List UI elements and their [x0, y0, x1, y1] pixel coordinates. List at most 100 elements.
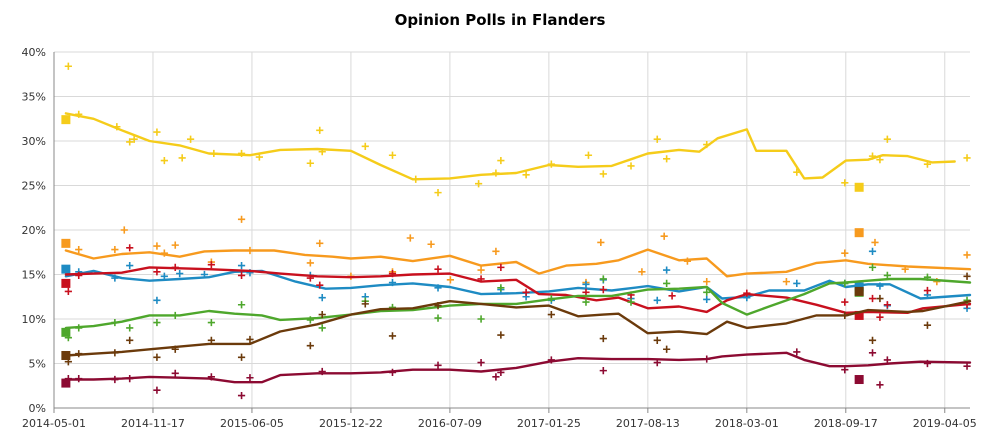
- poll-point-4: [868, 263, 877, 271]
- poll-point-1: [597, 238, 605, 247]
- poll-point-1: [638, 268, 646, 276]
- poll-point-6: [171, 369, 179, 377]
- poll-point-0: [584, 151, 593, 159]
- poll-point-1: [492, 247, 500, 255]
- poll-point-2: [237, 262, 246, 270]
- election-result-6: [61, 378, 71, 388]
- poll-point-0: [492, 169, 500, 177]
- poll-point-0: [237, 149, 246, 158]
- grid-layer: [53, 51, 970, 409]
- poll-point-6: [923, 359, 932, 368]
- x-tick-label: 2017-01-25: [517, 417, 581, 430]
- series-0: [61, 62, 971, 197]
- poll-point-6: [207, 373, 215, 381]
- poll-point-2: [318, 294, 326, 302]
- poll-point-2: [176, 270, 184, 278]
- poll-point-1: [782, 278, 791, 286]
- poll-point-0: [316, 126, 324, 134]
- poll-point-0: [703, 140, 711, 149]
- poll-point-3: [876, 313, 884, 321]
- poll-point-0: [841, 179, 849, 187]
- poll-point-3: [237, 271, 246, 279]
- poll-point-6: [75, 375, 83, 383]
- poll-point-6: [477, 359, 485, 367]
- poll-point-0: [178, 154, 186, 162]
- poll-point-6: [703, 355, 711, 363]
- poll-point-1: [446, 276, 454, 284]
- poll-point-0: [876, 156, 884, 164]
- poll-point-6: [318, 367, 326, 376]
- x-tick-label: 2017-08-13: [616, 417, 680, 430]
- poll-point-1: [427, 240, 435, 248]
- poll-point-5: [434, 302, 442, 310]
- x-tick-label: 2015-12-22: [319, 417, 383, 430]
- poll-point-5: [153, 353, 161, 361]
- x-tick-label: 2014-11-17: [121, 417, 185, 430]
- poll-point-4: [883, 271, 891, 279]
- poll-point-1: [120, 226, 128, 234]
- poll-point-5: [663, 345, 671, 353]
- poll-point-5: [388, 332, 397, 340]
- poll-point-6: [246, 374, 254, 382]
- poll-point-0: [130, 135, 138, 143]
- poll-point-2: [663, 266, 671, 274]
- poll-point-5: [207, 336, 215, 344]
- poll-point-4: [434, 314, 442, 322]
- poll-point-5: [653, 336, 661, 344]
- election-result-2018-6: [854, 375, 864, 385]
- series-6: [61, 348, 972, 400]
- poll-point-2: [160, 272, 168, 280]
- series-3: [61, 244, 972, 321]
- poll-point-2: [126, 262, 134, 270]
- poll-point-6: [492, 373, 500, 381]
- poll-point-0: [653, 135, 661, 143]
- poll-point-4: [75, 324, 83, 332]
- poll-point-0: [186, 135, 195, 143]
- poll-point-1: [111, 245, 119, 254]
- x-tick-label: 2014-05-01: [22, 417, 86, 430]
- poll-point-0: [868, 152, 877, 160]
- election-result-0: [61, 115, 71, 125]
- poll-point-3: [388, 270, 397, 278]
- poll-point-5: [171, 345, 179, 353]
- poll-point-1: [316, 239, 324, 247]
- poll-point-6: [868, 349, 877, 357]
- y-tick-label: 30%: [22, 135, 46, 148]
- poll-point-0: [361, 142, 369, 150]
- election-result-2018-1: [854, 228, 864, 238]
- y-tick-label: 40%: [22, 46, 46, 59]
- poll-point-4: [923, 273, 932, 281]
- poll-point-0: [474, 180, 483, 188]
- poll-point-0: [793, 168, 801, 176]
- poll-point-1: [963, 251, 971, 259]
- poll-point-2: [582, 280, 590, 288]
- x-tick-label: 2015-06-05: [220, 417, 284, 430]
- poll-point-4: [599, 275, 607, 283]
- y-tick-label: 35%: [22, 91, 46, 104]
- series-layer: [61, 62, 972, 400]
- poll-point-0: [306, 159, 314, 167]
- poll-point-5: [547, 310, 555, 319]
- poll-point-6: [547, 356, 555, 364]
- poll-point-6: [388, 368, 397, 376]
- poll-point-5: [599, 334, 607, 343]
- poll-point-1: [237, 215, 246, 223]
- poll-point-4: [237, 301, 246, 309]
- election-result-5: [61, 350, 71, 360]
- poll-point-5: [876, 294, 884, 303]
- poll-point-2: [388, 278, 397, 287]
- poll-point-6: [841, 366, 849, 374]
- y-tick-label: 5%: [29, 358, 46, 371]
- poll-point-0: [522, 171, 530, 179]
- poll-point-2: [876, 282, 884, 290]
- poll-point-1: [660, 232, 668, 240]
- poll-point-0: [113, 123, 121, 131]
- poll-point-0: [318, 148, 326, 156]
- series-5: [61, 272, 972, 366]
- poll-point-6: [883, 356, 891, 364]
- poll-point-6: [434, 361, 442, 369]
- poll-point-4: [582, 298, 590, 306]
- poll-point-1: [871, 238, 879, 247]
